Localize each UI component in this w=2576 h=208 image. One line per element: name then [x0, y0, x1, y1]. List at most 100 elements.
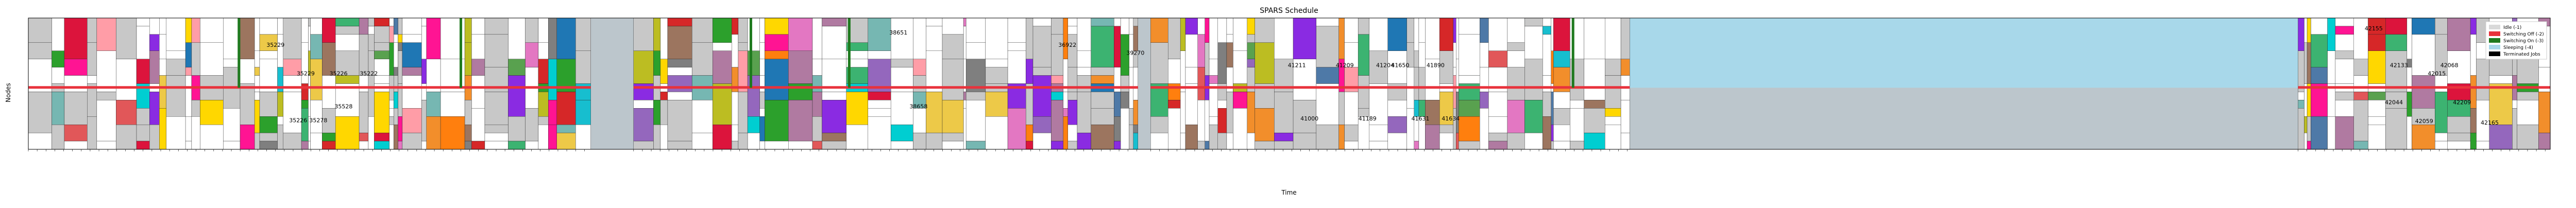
job-block: [393, 67, 398, 76]
job-block: [1570, 100, 1584, 109]
job-block: [368, 26, 375, 35]
job-block: [2489, 59, 2513, 76]
job-block: [2412, 75, 2435, 109]
job-block: [64, 18, 88, 59]
job-block: [421, 18, 427, 27]
job-block: [1226, 18, 1233, 35]
job-block: [1458, 18, 1480, 35]
job-block: [322, 75, 336, 109]
job-block: [942, 132, 964, 142]
job-block: [890, 92, 913, 125]
job-block: [1369, 141, 1388, 150]
job-block: [667, 18, 692, 27]
job-block: [2406, 18, 2412, 59]
job-block: [1114, 26, 1121, 67]
job-block: [1344, 141, 1359, 150]
job-block: [2538, 132, 2551, 150]
job-block: [1209, 18, 1218, 59]
job-block: [402, 75, 422, 109]
job-block: [2304, 42, 2308, 84]
job-block: [2307, 116, 2311, 142]
job-block: [1217, 18, 1227, 43]
job-block: [691, 42, 713, 76]
job-block: [1406, 108, 1414, 150]
job-block: [1032, 132, 1052, 150]
job-block: [1217, 100, 1227, 109]
job-label: 42133: [2390, 62, 2408, 69]
job-block: [660, 59, 668, 84]
job-block: [116, 124, 137, 150]
job-block: [1344, 92, 1359, 125]
job-label: 42155: [2365, 25, 2383, 32]
job-block: [1358, 18, 1369, 35]
job-block: [713, 83, 732, 125]
job-label: 35528: [334, 103, 352, 110]
job-block: [368, 34, 375, 51]
job-block: [440, 116, 465, 150]
job-block: [2538, 92, 2551, 133]
job-block: [2447, 141, 2471, 150]
job-block: [1553, 92, 1570, 109]
job-block: [667, 67, 692, 76]
job-block: [359, 75, 369, 92]
job-block: [149, 92, 160, 125]
job-block: [822, 26, 846, 59]
job-block: [575, 18, 591, 51]
job-block: [1180, 50, 1186, 92]
job-block: [556, 132, 576, 150]
job-block: [508, 18, 526, 59]
job-block: [738, 18, 748, 43]
job-block: [538, 116, 549, 125]
job-label: 41000: [1300, 115, 1318, 122]
job-block: [2368, 50, 2386, 84]
job-block: [1605, 116, 1621, 125]
job-block: [1150, 116, 1168, 133]
job-block: [1439, 92, 1454, 125]
job-block: [149, 50, 160, 84]
job-block: [464, 42, 472, 76]
job-block: [1524, 18, 1543, 27]
job-block: [2412, 124, 2435, 150]
job-block: [87, 42, 97, 76]
job-block: [335, 34, 360, 51]
job-block: [1274, 92, 1294, 133]
job-block: [308, 75, 311, 117]
job-block: [1439, 124, 1454, 133]
switching-off-band: [1150, 86, 1630, 89]
job-block: [868, 108, 891, 117]
job-block: [389, 108, 394, 117]
job-block: [52, 67, 65, 84]
job-block: [96, 50, 116, 92]
job-block: [64, 92, 88, 125]
job-block: [2353, 100, 2368, 142]
job-block: [359, 92, 369, 133]
job-block: [64, 59, 88, 76]
job-block: [913, 59, 926, 76]
job-block: [890, 18, 913, 59]
job-block: [508, 116, 526, 142]
job-block: [1458, 75, 1480, 84]
job-block: [963, 18, 967, 27]
job-block: [732, 92, 739, 125]
job-block: [301, 141, 309, 150]
job-block: [1180, 18, 1186, 51]
job-block: [1063, 108, 1068, 117]
job-block: [1620, 100, 1630, 133]
job-block: [1453, 18, 1456, 43]
job-block: [2517, 92, 2539, 100]
job-block: [747, 50, 760, 76]
switching-off-band: [2298, 86, 2550, 89]
job-block: [1488, 92, 1508, 117]
job-block: [738, 92, 748, 133]
job-block: [822, 141, 846, 150]
job-block: [310, 100, 323, 133]
idle-block: [1630, 88, 2311, 149]
job-block: [1293, 18, 1317, 59]
job-block: [747, 116, 760, 133]
job-block: [1605, 108, 1621, 117]
job-block: [1551, 141, 1554, 150]
job-block: [2368, 124, 2386, 150]
job-block: [421, 100, 427, 142]
job-block: [1543, 92, 1551, 117]
job-block: [2385, 50, 2408, 92]
